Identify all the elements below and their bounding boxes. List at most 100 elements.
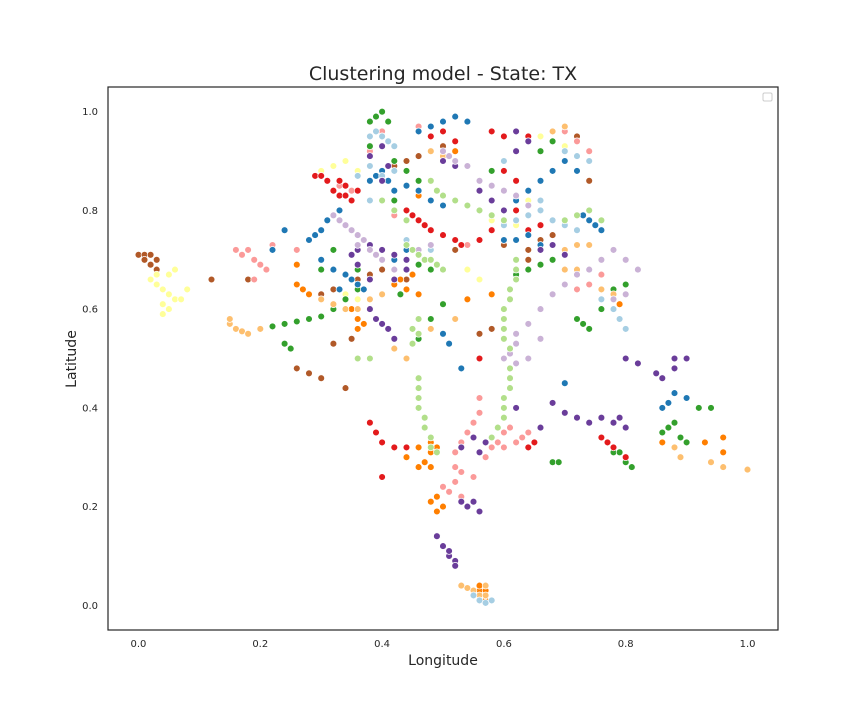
scatter-point — [500, 157, 508, 165]
scatter-point — [384, 325, 392, 333]
scatter-point — [378, 473, 386, 481]
scatter-point — [293, 246, 301, 254]
scatter-point — [524, 320, 533, 328]
scatter-point — [402, 206, 411, 215]
scatter-point — [573, 152, 581, 160]
scatter-point — [469, 591, 478, 600]
scatter-point — [469, 497, 478, 506]
scatter-point — [390, 344, 399, 353]
scatter-point — [329, 246, 338, 254]
scatter-point — [597, 305, 606, 313]
scatter-point — [445, 339, 453, 348]
scatter-point — [670, 364, 679, 373]
scatter-point — [445, 152, 453, 160]
scatter-point — [268, 246, 277, 254]
scatter-point — [390, 443, 399, 452]
scatter-point — [329, 339, 338, 348]
scatter-point — [487, 325, 496, 333]
scatter-point — [262, 265, 271, 274]
scatter-point — [347, 335, 356, 343]
scatter-point — [353, 172, 362, 180]
scatter-point — [609, 305, 618, 313]
scatter-point — [451, 315, 459, 323]
scatter-point — [500, 206, 508, 215]
scatter-point — [414, 394, 423, 402]
scatter-point — [366, 295, 374, 304]
scatter-point — [487, 181, 496, 190]
scatter-point — [372, 127, 380, 136]
scatter-point — [372, 112, 380, 121]
scatter-point — [427, 196, 435, 205]
scatter-point — [427, 443, 435, 452]
scatter-point — [469, 433, 478, 442]
scatter-point — [439, 157, 447, 165]
x-axis-ticks: 0.0 0.2 0.4 0.6 0.8 1.0 — [131, 639, 756, 650]
scatter-point — [573, 413, 581, 422]
scatter-point — [475, 236, 484, 244]
scatter-point — [366, 177, 374, 185]
scatter-point — [402, 453, 411, 461]
scatter-point — [451, 246, 459, 254]
scatter-point — [366, 152, 374, 160]
scatter-point — [457, 497, 466, 506]
scatter-point — [463, 117, 472, 126]
scatter-point — [408, 339, 417, 348]
scatter-point — [548, 231, 557, 239]
scatter-point — [573, 226, 581, 234]
scatter-point — [487, 167, 496, 175]
scatter-point — [500, 428, 508, 437]
scatter-point — [463, 201, 472, 210]
scatter-point — [280, 226, 289, 234]
x-tick-label: 0.0 — [131, 639, 147, 650]
scatter-point — [414, 384, 423, 392]
scatter-point — [524, 256, 533, 264]
scatter-point — [366, 132, 374, 141]
scatter-point — [518, 433, 526, 442]
scatter-point — [293, 280, 301, 289]
scatter-point — [512, 177, 520, 185]
scatter-point — [506, 423, 514, 432]
scatter-point — [548, 167, 557, 175]
scatter-point — [414, 186, 423, 195]
scatter-point — [353, 260, 362, 269]
scatter-point — [719, 433, 727, 442]
scatter-point — [475, 206, 484, 215]
scatter-point — [414, 216, 423, 225]
scatter-point — [341, 221, 350, 229]
scatter-point — [475, 186, 484, 195]
scatter-point — [439, 231, 447, 239]
scatter-point — [512, 236, 520, 244]
scatter-point — [524, 231, 533, 239]
scatter-point — [621, 325, 630, 333]
scatter-point — [414, 127, 423, 136]
scatter-point — [378, 196, 386, 205]
scatter-point — [353, 354, 362, 363]
scatter-point — [597, 216, 606, 225]
scatter-point — [335, 216, 344, 225]
scatter-point — [366, 275, 374, 284]
scatter-point — [573, 241, 581, 249]
scatter-point — [609, 246, 618, 254]
scatter-point — [414, 251, 423, 259]
scatter-point — [524, 443, 533, 452]
scatter-point — [366, 305, 374, 313]
scatter-point — [427, 132, 435, 141]
scatter-point — [439, 117, 447, 126]
scatter-point — [676, 453, 685, 461]
scatter-point — [451, 448, 459, 457]
scatter-point — [634, 359, 642, 368]
scatter-point — [402, 285, 411, 294]
scatter-point — [451, 112, 459, 121]
scatter-point — [506, 384, 514, 392]
scatter-point — [329, 162, 338, 170]
scatter-point — [524, 354, 533, 363]
scatter-point — [427, 433, 435, 442]
scatter-point — [317, 295, 325, 304]
scatter-point — [152, 256, 161, 264]
scatter-point — [451, 147, 459, 155]
scatter-point — [597, 433, 606, 442]
scatter-point — [561, 157, 569, 165]
legend-box — [762, 92, 773, 102]
scatter-point — [487, 290, 496, 299]
scatter-point — [561, 379, 569, 387]
